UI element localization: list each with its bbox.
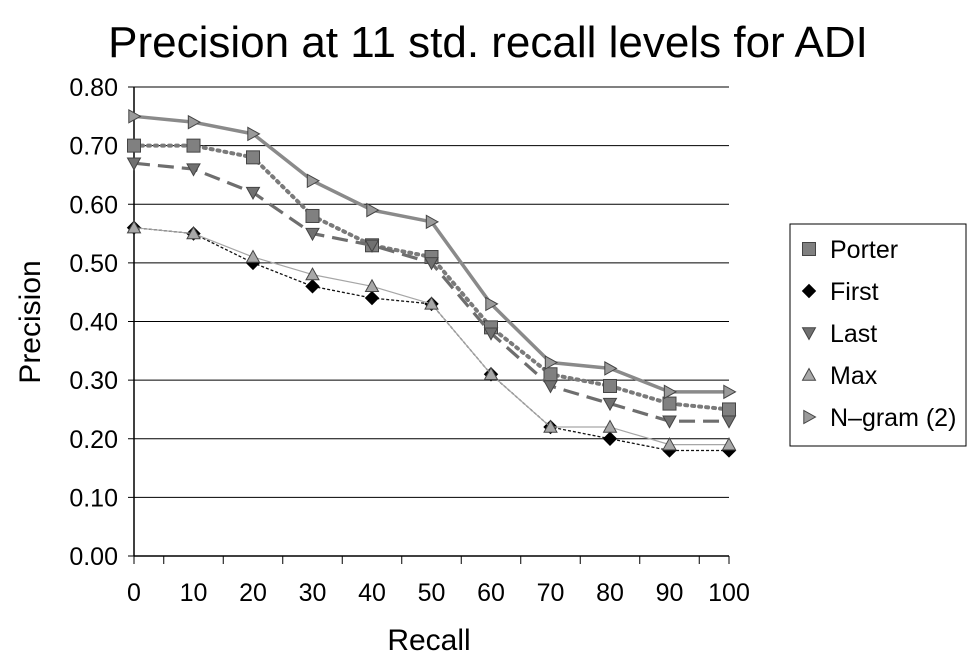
x-tick-label: 10 [180,579,208,607]
x-tick-label: 80 [596,579,624,607]
legend-box [789,223,967,447]
data-point [127,138,141,153]
data-point [483,366,499,380]
x-tick-label: 0 [127,579,141,607]
y-axis-title: Precision [14,260,47,383]
data-point [543,380,558,394]
legend-marker [801,367,817,381]
legend-label: N–gram (2) [830,404,956,432]
x-tick-label: 90 [656,579,684,607]
data-point [662,437,677,451]
data-point [364,290,380,306]
data-point [305,267,320,281]
data-point [543,419,558,433]
data-point [306,173,321,189]
data-point [186,138,201,153]
x-tick-label: 70 [537,579,565,607]
data-point [128,108,142,124]
data-point [245,186,261,201]
series-line [132,143,731,412]
series-max [126,220,737,451]
data-point [543,367,558,382]
x-tick-label: 20 [239,579,267,607]
data-point [662,396,677,411]
x-tick-label: 40 [358,579,386,607]
x-axis-title: Recall [387,624,470,657]
legend-marker [801,327,817,341]
data-point [305,227,320,242]
data-point [305,279,320,294]
data-point [186,226,201,240]
series-n-gram-2 [128,108,737,400]
x-tick-label: 100 [708,579,750,607]
x-tick-label: 60 [477,579,505,607]
legend-label: First [830,278,879,306]
data-point [187,114,202,130]
data-point [604,361,618,376]
y-tick-label: 0.00 [69,543,118,571]
data-point [246,150,260,165]
series-line [133,161,729,423]
data-point [126,157,142,171]
legend-label: Porter [830,236,898,264]
x-tick-label: 50 [418,579,446,607]
data-point [662,415,677,429]
chart-title: Precision at 11 std. recall levels for A… [108,18,868,67]
data-point [364,239,380,253]
data-point [603,378,617,393]
data-point [483,327,499,341]
legend-marker [803,409,817,425]
data-point [721,415,737,429]
data-point [723,384,737,400]
data-point [602,431,618,446]
axes: 0.00 0.10 0.20 0.30 0.40 0.50 0.60 0.70 0.80 0 10 2… [69,74,750,607]
y-tick-label: 0.20 [69,426,118,454]
legend-label: Last [830,320,877,348]
data-point [364,278,380,293]
data-point [425,214,440,230]
gridlines [134,86,729,557]
y-tick-label: 0.50 [69,250,118,278]
data-point [186,163,201,177]
data-point [305,208,320,223]
data-point [424,257,439,271]
y-tick-label: 0.30 [69,367,118,395]
data-point [485,296,499,312]
series-last [126,157,737,429]
x-tick-label: 30 [299,579,327,607]
legend-marker [802,242,816,256]
y-tick-label: 0.40 [69,309,118,337]
data-point [366,202,380,218]
data-point [544,355,559,370]
data-point [602,419,618,433]
data-point [424,296,439,310]
legend-label: Max [830,362,878,390]
legend: Porter First Last Max N–gram (2) [789,223,967,447]
data-point [247,126,261,142]
legend-marker [801,283,817,299]
y-tick-label: 0.80 [69,74,118,102]
series-layer [126,108,737,458]
data-point [245,249,261,263]
y-tick-label: 0.10 [69,484,118,512]
data-point [602,397,618,412]
y-tick-label: 0.70 [69,133,118,161]
data-point [663,384,678,400]
y-tick-label: 0.60 [69,191,118,219]
data-point [126,220,142,234]
data-point [721,437,737,451]
data-point [722,402,736,417]
